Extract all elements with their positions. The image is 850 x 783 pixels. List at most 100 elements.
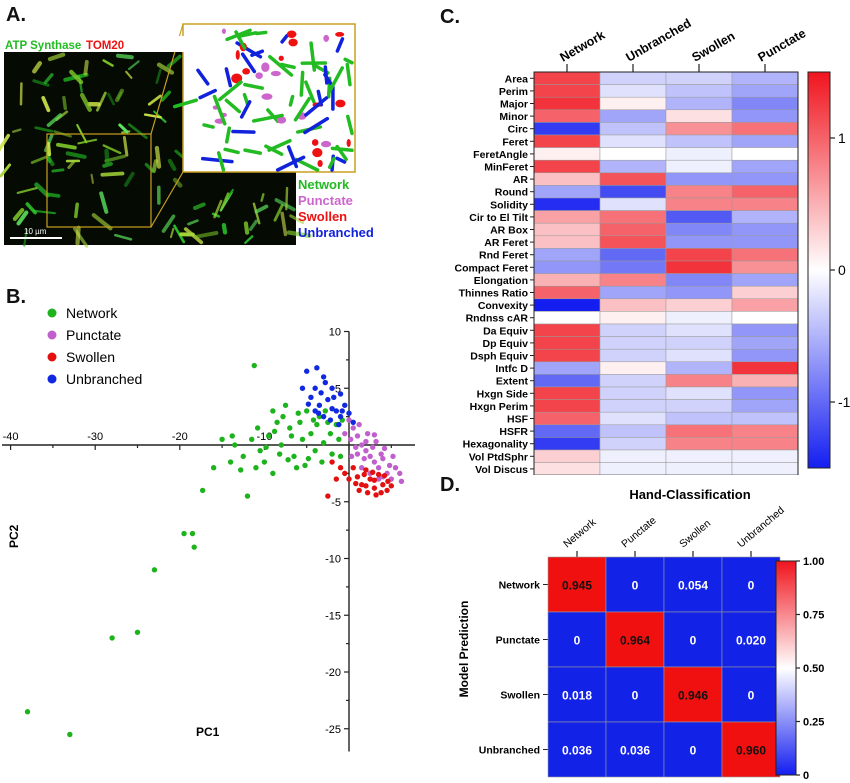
matrix-cell bbox=[605, 611, 665, 668]
panel-b-letter: B. bbox=[6, 286, 26, 308]
heatmap-cell bbox=[731, 222, 799, 237]
panel-d-confusion-matrix: Hand-Classification Model Prediction Net… bbox=[457, 487, 824, 782]
heatmap-cell bbox=[665, 134, 733, 148]
label-strip-background bbox=[4, 36, 184, 52]
cell-value: 0.036 bbox=[562, 744, 592, 758]
heatmap-cell bbox=[533, 172, 601, 186]
y-tick-label: -15 bbox=[325, 610, 341, 622]
row-label: Hxgn Side bbox=[477, 388, 529, 400]
legend-marker-punctate bbox=[47, 330, 57, 340]
y-tick-label: 5 bbox=[335, 383, 341, 395]
mitochondrion-segment bbox=[335, 144, 348, 162]
mitochondrion-strand bbox=[160, 90, 172, 102]
point-unbranched bbox=[299, 385, 306, 391]
point-network bbox=[288, 433, 295, 439]
heatmap-cell bbox=[533, 71, 601, 85]
row-label: Circ bbox=[508, 124, 529, 136]
point-network bbox=[24, 709, 31, 715]
legend-marker-network bbox=[47, 308, 57, 318]
mitochondrion-strand bbox=[67, 160, 76, 169]
heatmap-cell bbox=[665, 260, 733, 274]
row-label: Feret bbox=[502, 136, 528, 148]
mitochondrion-blob bbox=[255, 72, 263, 79]
colorbar-tick-label: 0 bbox=[838, 262, 846, 278]
mitochondrion-strand bbox=[125, 70, 133, 79]
point-unbranched bbox=[312, 385, 318, 391]
heatmap-cell bbox=[599, 411, 667, 426]
point-swollen bbox=[367, 476, 373, 482]
mitochondrion-blob bbox=[221, 28, 226, 34]
mitochondrion-strand bbox=[32, 209, 56, 215]
point-network bbox=[276, 451, 283, 457]
column-label-unbranched: Unbranched bbox=[735, 504, 787, 550]
point-unbranched bbox=[337, 413, 344, 420]
mitochondrion-segment bbox=[172, 98, 199, 109]
mitochondrion-strand bbox=[118, 123, 129, 134]
point-punctate bbox=[364, 430, 371, 437]
mitochondrion-strand bbox=[166, 54, 182, 69]
legend-marker-swollen bbox=[47, 352, 57, 362]
x-tick-label: -40 bbox=[3, 431, 19, 443]
mitochondrion-segment bbox=[303, 116, 330, 135]
heatmap-cell bbox=[731, 336, 799, 350]
heatmap-cell bbox=[599, 298, 667, 312]
point-swollen bbox=[346, 476, 352, 482]
heatmap-cell bbox=[533, 147, 601, 161]
mitochondrion-strand bbox=[114, 88, 125, 103]
heatmap-cell bbox=[533, 361, 601, 375]
point-swollen bbox=[373, 492, 379, 498]
point-network bbox=[151, 567, 158, 573]
heatmap-cell bbox=[599, 134, 667, 148]
row-label: AR Box bbox=[490, 225, 528, 237]
roi-box bbox=[46, 133, 152, 228]
point-network bbox=[249, 436, 255, 443]
mitochondrion-strand bbox=[274, 198, 296, 212]
heatmap-cell bbox=[533, 449, 601, 463]
point-punctate bbox=[371, 432, 378, 438]
mitochondrion-strand bbox=[147, 94, 162, 106]
mitochondrion-segment bbox=[279, 62, 296, 70]
point-network bbox=[274, 419, 280, 425]
mitochondrion-segment bbox=[243, 148, 262, 155]
cell-value: 0 bbox=[632, 579, 639, 593]
point-swollen bbox=[375, 471, 382, 478]
x-axis-label: PC1 bbox=[196, 725, 220, 739]
point-swollen bbox=[350, 465, 356, 471]
point-punctate bbox=[375, 465, 382, 471]
mitochondrion-segment bbox=[343, 57, 354, 65]
matrix-cell bbox=[547, 666, 607, 723]
row-label: Elongation bbox=[474, 275, 528, 287]
point-swollen bbox=[388, 483, 394, 489]
zoom-line-bottom bbox=[150, 171, 184, 228]
point-network bbox=[312, 447, 318, 454]
heatmap-cell bbox=[599, 96, 667, 111]
heatmap-cell bbox=[533, 411, 601, 426]
point-network bbox=[322, 408, 329, 414]
mitochondrion-strand bbox=[273, 204, 284, 222]
heatmap-cell bbox=[533, 374, 601, 388]
mitochondrion-segment bbox=[198, 88, 217, 100]
point-swollen bbox=[342, 470, 348, 477]
cell-value: 0.020 bbox=[736, 634, 766, 648]
mitochondrion-strand bbox=[154, 145, 162, 169]
mitochondrion-strand bbox=[151, 159, 158, 173]
heatmap-cell bbox=[665, 222, 733, 237]
heatmap-cell bbox=[665, 386, 733, 400]
matrix-cell bbox=[721, 556, 781, 613]
point-punctate bbox=[348, 453, 355, 460]
heatmap-cell bbox=[731, 437, 799, 451]
heatmap-cell bbox=[731, 285, 799, 300]
panel-a-micrograph: ATP Synthase TOM20 10 µm Network Punctat… bbox=[0, 23, 374, 248]
mitochondrion-segment bbox=[327, 156, 336, 169]
point-punctate bbox=[361, 455, 367, 462]
matrix-cell bbox=[663, 666, 723, 723]
heatmap-cell bbox=[599, 147, 667, 161]
point-punctate bbox=[378, 451, 384, 457]
heatmap-cell bbox=[533, 210, 601, 224]
point-network bbox=[282, 402, 289, 408]
mitochondrion-segment bbox=[237, 31, 258, 38]
mitochondrion-strand bbox=[41, 96, 51, 113]
point-network bbox=[181, 530, 187, 537]
point-network bbox=[189, 530, 196, 537]
